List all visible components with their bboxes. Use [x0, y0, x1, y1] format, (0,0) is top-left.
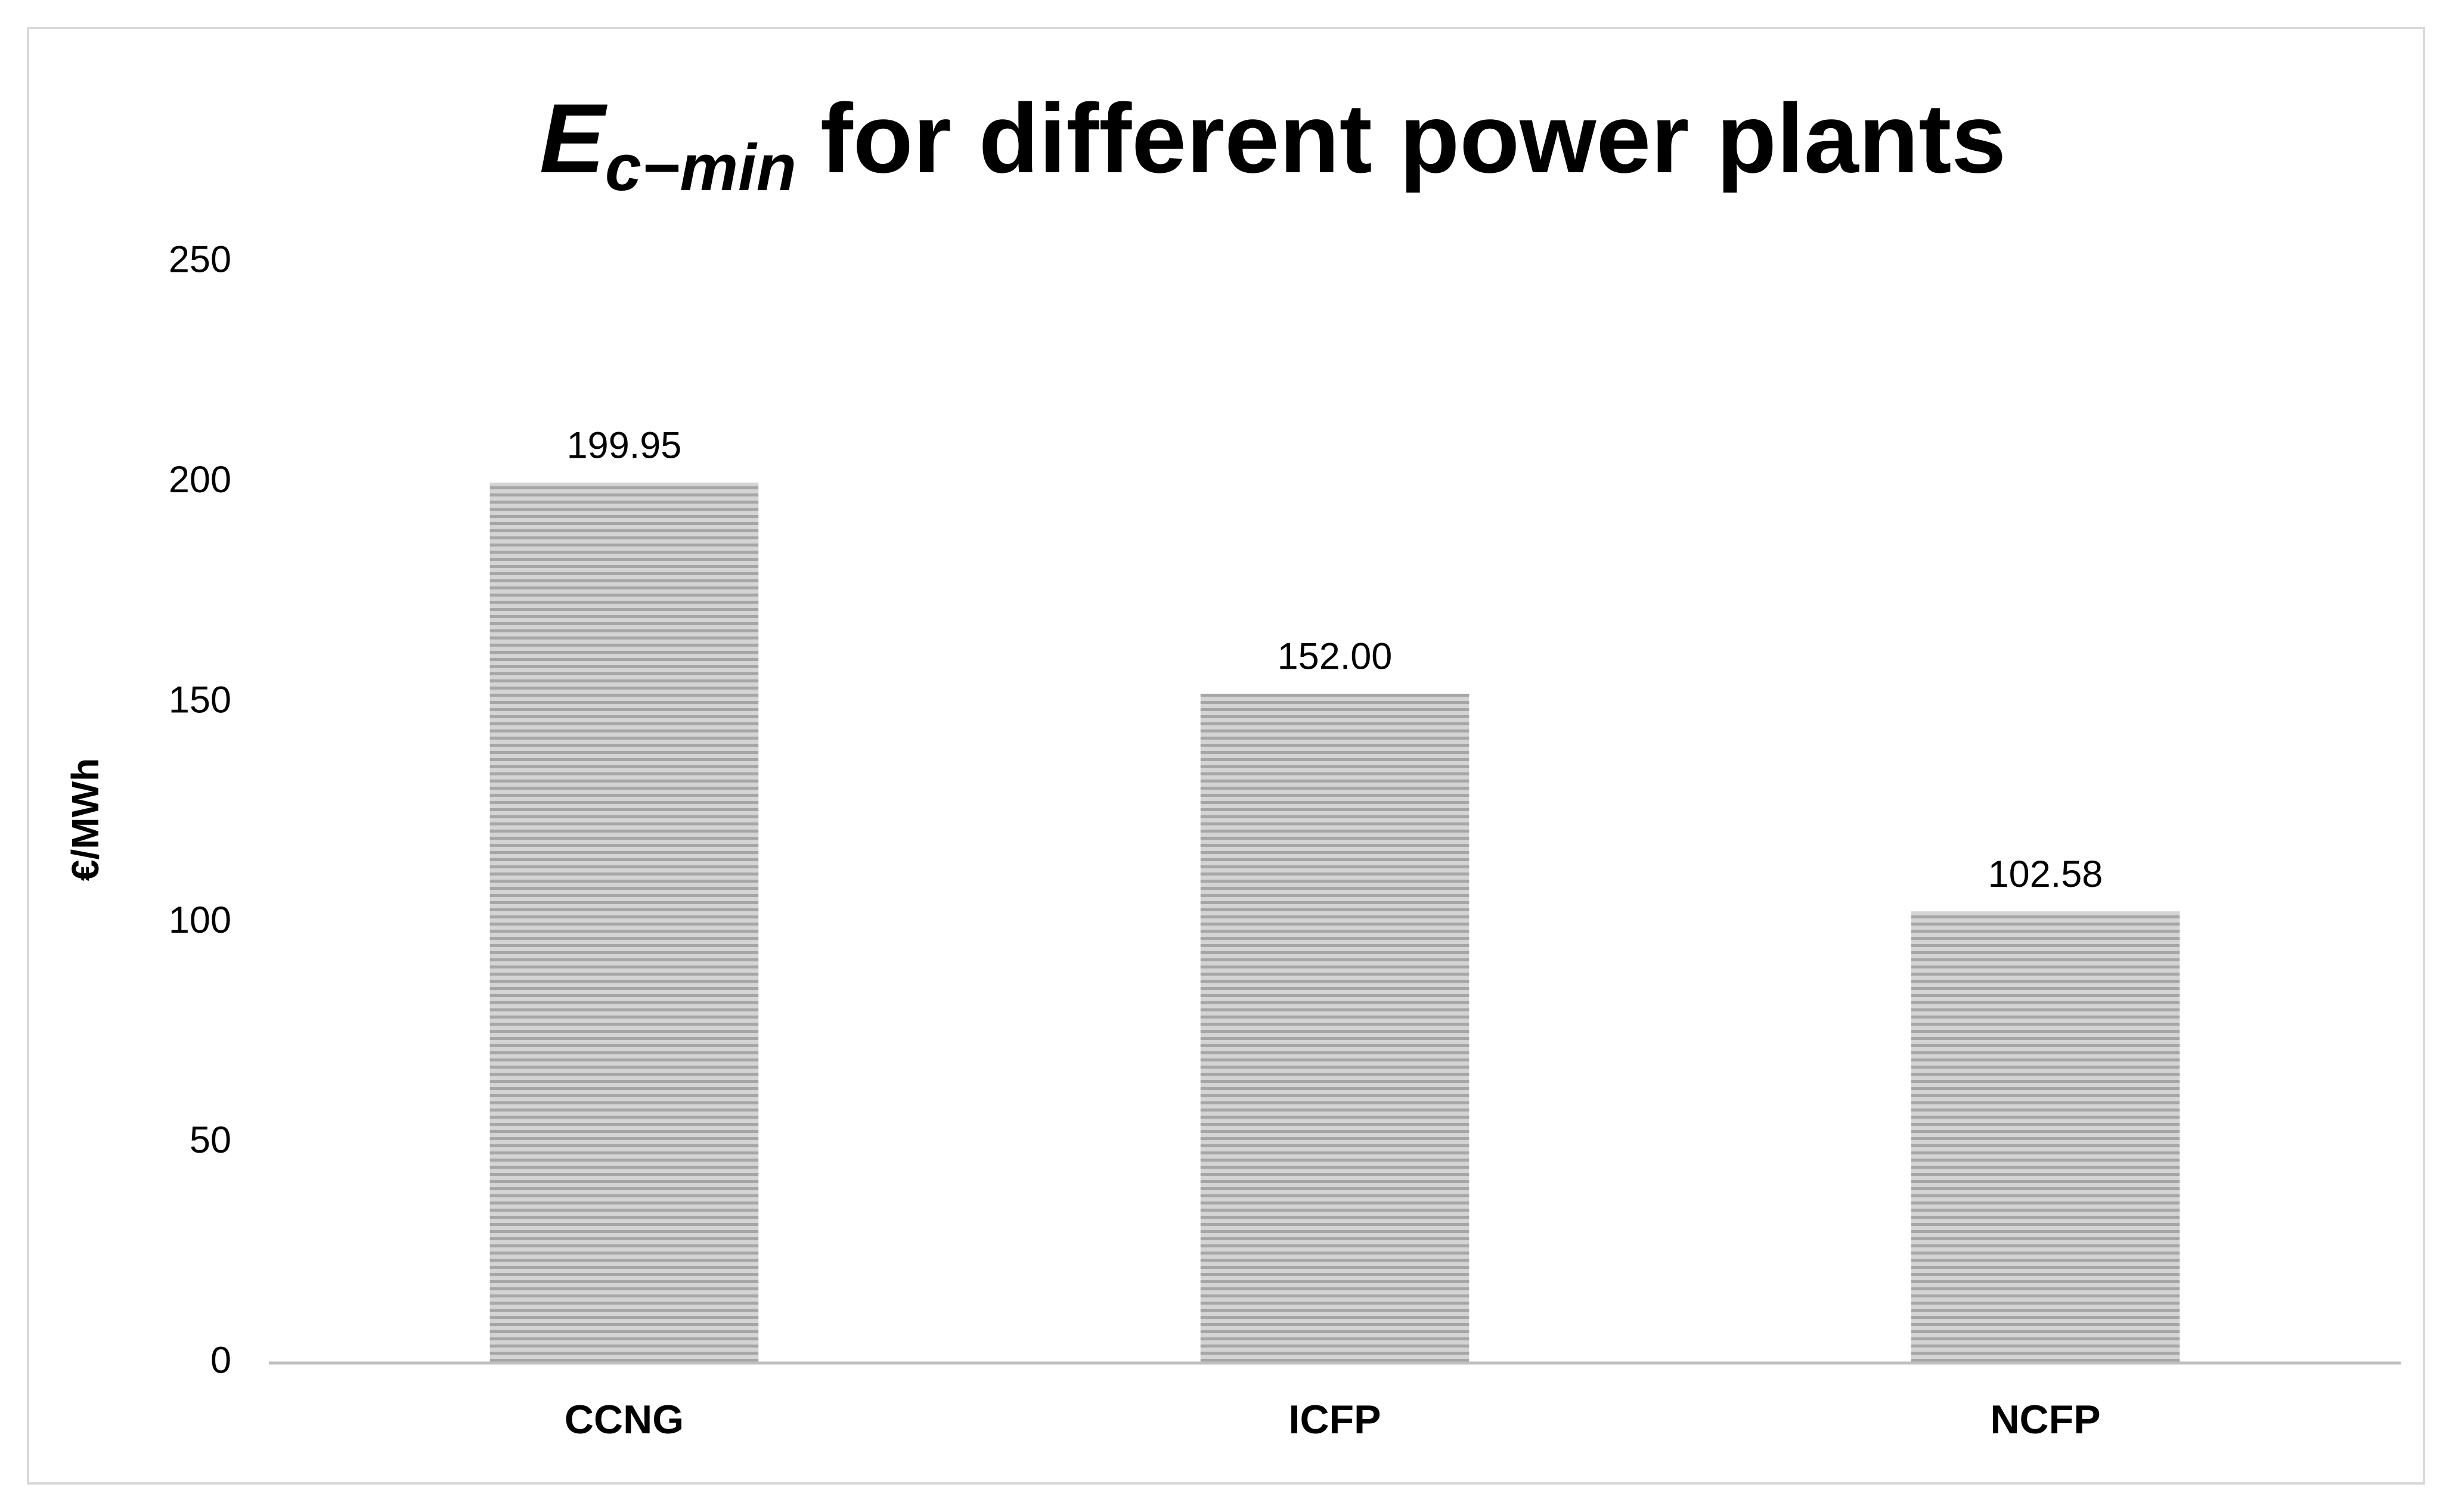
value-label: 199.95	[567, 424, 682, 466]
value-label: 152.00	[1278, 636, 1393, 678]
x-tick-label: CCNG	[565, 1397, 684, 1442]
title-symbol: E	[540, 83, 608, 193]
y-tick-label: 50	[190, 1119, 231, 1161]
chart-title: Ec−min for different power plants	[540, 83, 2006, 204]
y-tick-label: 200	[169, 459, 231, 501]
bar	[489, 482, 759, 1363]
y-tick-label: 100	[169, 899, 231, 941]
title-text: for different power plants	[820, 83, 2006, 193]
value-label: 102.58	[1988, 853, 2103, 895]
x-tick-label: NCFP	[1990, 1397, 2100, 1442]
title-subscript: c−min	[605, 131, 796, 204]
y-tick-label: 0	[210, 1340, 231, 1381]
bar	[1200, 694, 1470, 1363]
bar	[1911, 911, 2180, 1363]
y-axis-label: €/MWh	[64, 758, 107, 881]
y-tick-label: 250	[169, 239, 231, 281]
y-tick-label: 150	[169, 679, 231, 721]
x-tick-label: ICFP	[1289, 1397, 1381, 1442]
